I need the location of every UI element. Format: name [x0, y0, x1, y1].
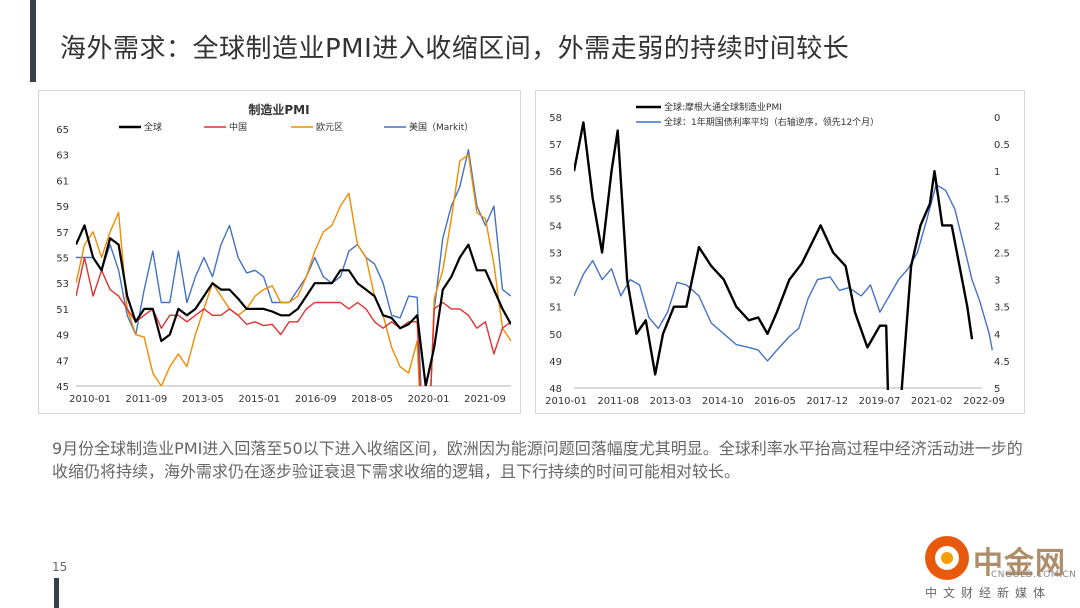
y-left-tick-label: 58	[549, 113, 562, 124]
x-tick-label: 2021-02	[911, 396, 953, 407]
y-right-tick-label: 1	[994, 167, 1000, 178]
y-tick-label: 53	[56, 279, 69, 290]
y-tick-label: 47	[56, 356, 69, 367]
y-left-tick-label: 49	[549, 357, 562, 368]
x-tick-label: 2016-09	[295, 394, 337, 405]
y-right-tick-label: 3.5	[994, 303, 1010, 314]
x-tick-label: 2020-01	[408, 394, 450, 405]
y-left-tick-label: 51	[549, 303, 562, 314]
y-left-tick-label: 56	[549, 167, 562, 178]
chart-title: 制造业PMI	[248, 102, 309, 117]
logo-tagline: 中文财经新媒体	[925, 586, 1052, 600]
y-right-tick-label: 3	[994, 276, 1000, 287]
legend-label: 全球	[144, 121, 162, 133]
x-tick-label: 2014-10	[702, 396, 744, 407]
y-right-tick-label: 0	[994, 113, 1000, 124]
chart-panel-pmi-vs-yield: 48 49 50 51 52 53 54 55 56 57 58 0 0.5 1 1.5 2 2.5 3 3.5 4 4…	[535, 90, 1025, 414]
title-accent-bar	[30, 0, 36, 82]
cngold-logo: 中金网 CNGOLD.COM.CN 中文财经新媒体	[925, 536, 1077, 602]
y-tick-label: 55	[56, 254, 69, 265]
page-title: 海外需求：全球制造业PMI进入收缩区间，外需走弱的持续时间较长	[60, 34, 850, 64]
legend-label: 欧元区	[316, 121, 343, 133]
x-tick-label: 2013-05	[182, 394, 224, 405]
legend-label: 全球:摩根大通全球制造业PMI	[664, 101, 782, 113]
pmi-chart: 制造业PMI 45 47 49 51 53 55 57 59 61 63 65 2010-01 2011-…	[56, 102, 511, 405]
x-tick-label: 2022-09	[963, 396, 1005, 407]
y-right-tick-label: 4.5	[994, 357, 1010, 368]
x-tick-label: 2010-01	[69, 394, 111, 405]
analysis-caption: 9月份全球制造业PMI进入回落至50以下进入收缩区间，欧洲因为能源问题回落幅度尤…	[52, 439, 1023, 481]
x-tick-label: 2011-09	[126, 394, 168, 405]
y-tick-label: 65	[56, 125, 69, 136]
y-tick-label: 59	[56, 202, 69, 213]
y-right-tick-label: 2	[994, 221, 1000, 232]
y-tick-label: 51	[56, 305, 69, 316]
x-tick-label: 2019-07	[859, 396, 901, 407]
logo-mark-icon	[925, 536, 969, 580]
x-tick-label: 2013-03	[650, 396, 692, 407]
series-line	[76, 148, 511, 386]
x-tick-label: 2010-01	[545, 396, 587, 407]
x-tick-label: 2017-12	[806, 396, 848, 407]
page-number: 15	[52, 560, 68, 574]
series-line	[76, 256, 511, 386]
legend-label: 全球：1年期国债利率平均（右轴逆序，领先12个月）	[664, 116, 879, 128]
y-left-tick-label: 54	[549, 221, 562, 232]
x-tick-label: 2021-09	[464, 394, 506, 405]
y-left-tick-label: 50	[549, 330, 562, 341]
chart-panel-pmi: 制造业PMI 45 47 49 51 53 55 57 59 61 63 65 2010-01 2011-…	[38, 90, 521, 414]
page-accent-bar	[54, 578, 59, 608]
legend-label: 中国	[229, 121, 247, 133]
x-tick-label: 2018-05	[351, 394, 393, 405]
y-right-tick-label: 2.5	[994, 249, 1010, 260]
y-left-tick-label: 55	[549, 194, 562, 205]
y-left-tick-label: 57	[549, 140, 562, 151]
x-tick-label: 2011-08	[597, 396, 639, 407]
y-right-tick-label: 4	[994, 330, 1000, 341]
y-right-tick-label: 1.5	[994, 194, 1010, 205]
series-line	[574, 184, 993, 362]
y-left-tick-label: 48	[549, 384, 562, 395]
series-line	[574, 121, 974, 390]
y-tick-label: 49	[56, 331, 69, 342]
y-right-tick-label: 5	[994, 384, 1000, 395]
series-line	[76, 154, 511, 386]
logo-name: 中金网	[973, 546, 1066, 581]
x-tick-label: 2016-05	[754, 396, 796, 407]
x-tick-label: 2015-01	[238, 394, 280, 405]
legend-label: 美国（Markit）	[409, 121, 473, 133]
y-tick-label: 63	[56, 151, 69, 162]
series-line	[76, 224, 511, 386]
y-tick-label: 45	[56, 382, 69, 393]
y-left-tick-label: 52	[549, 276, 562, 287]
y-tick-label: 61	[56, 176, 69, 187]
y-left-tick-label: 53	[549, 249, 562, 260]
y-right-tick-label: 0.5	[994, 140, 1010, 151]
logo-url: CNGOLD.COM.CN	[991, 570, 1077, 580]
pmi-vs-yield-chart: 48 49 50 51 52 53 54 55 56 57 58 0 0.5 1 1.5 2 2.5 3 3.5 4 4…	[545, 101, 1010, 407]
y-tick-label: 57	[56, 228, 69, 239]
